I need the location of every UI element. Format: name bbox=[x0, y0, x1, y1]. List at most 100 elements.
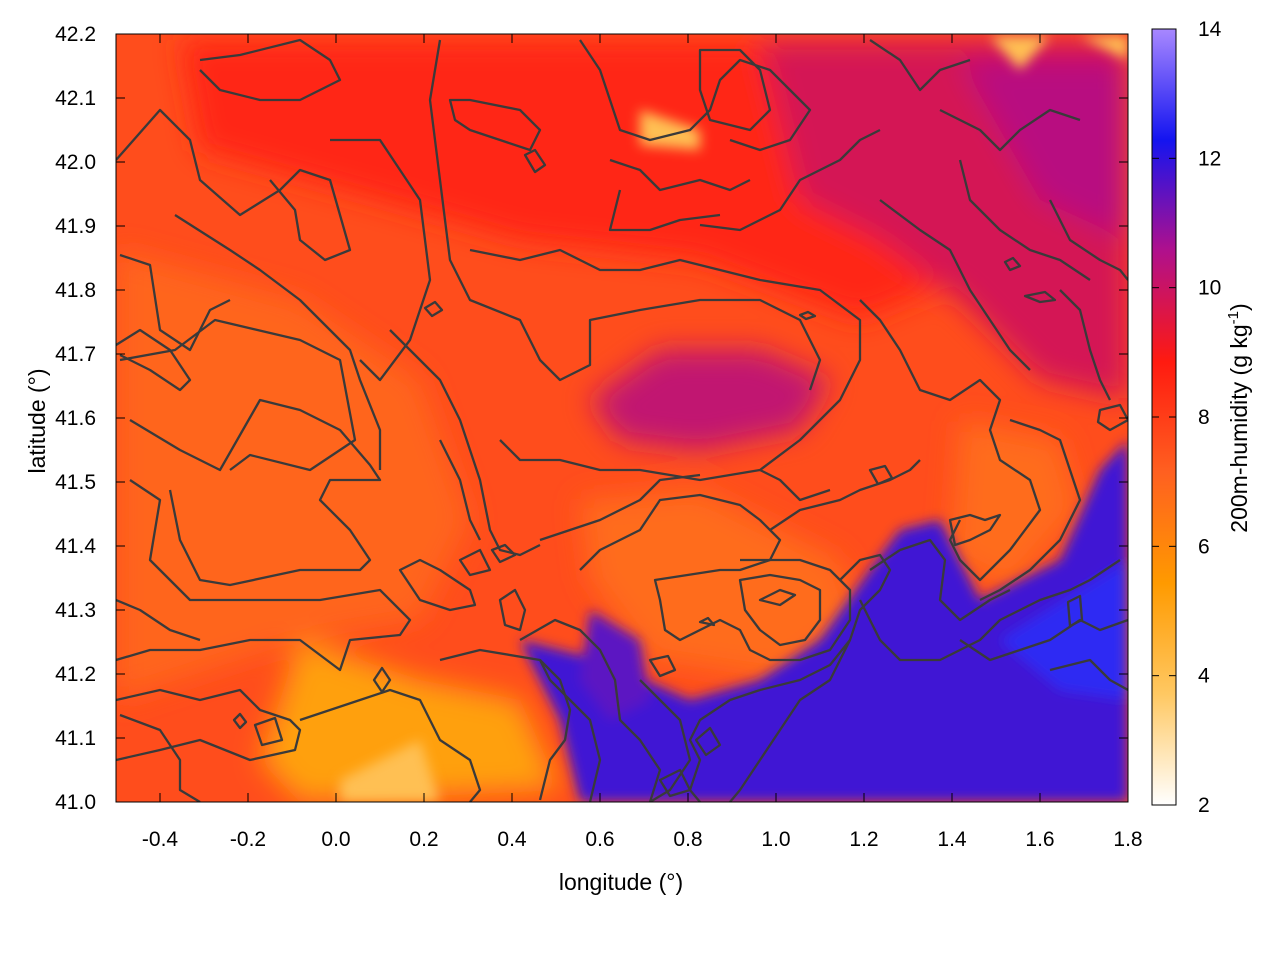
contour-line bbox=[438, 439, 482, 541]
contour-line bbox=[609, 158, 751, 192]
contour-line bbox=[116, 688, 302, 762]
contour-line bbox=[232, 712, 248, 730]
contour-line bbox=[608, 189, 721, 232]
y-tick-label: 41.0 bbox=[55, 791, 96, 814]
contour-line bbox=[469, 248, 862, 482]
contour-line bbox=[869, 39, 971, 92]
heatmap-region bbox=[640, 110, 700, 150]
contour-line bbox=[958, 159, 1091, 281]
y-tick-label: 42.0 bbox=[55, 151, 96, 174]
y-tick-label: 41.5 bbox=[55, 471, 96, 494]
x-tick-label: 1.8 bbox=[1113, 828, 1142, 851]
x-tick-label: 1.2 bbox=[849, 828, 878, 851]
x-tick-label: 1.4 bbox=[937, 828, 967, 851]
y-axis: 41.0 41.1 41.2 41.3 41.4 41.5 41.6 41.7 41.8 41.9… bbox=[55, 23, 1128, 814]
contour-lines bbox=[116, 38, 1128, 802]
contour-line bbox=[119, 253, 231, 352]
contour-line bbox=[538, 659, 602, 802]
contour-line bbox=[423, 300, 444, 318]
contour-line bbox=[858, 559, 1121, 662]
heatmap-region bbox=[590, 350, 830, 450]
contour-line bbox=[299, 688, 482, 802]
y-axis-label: latitude (°) bbox=[24, 368, 50, 473]
y-tick-label: 41.7 bbox=[55, 343, 96, 366]
contour-line bbox=[1003, 256, 1022, 272]
heatmap-region bbox=[116, 250, 470, 700]
x-tick-label: 0.8 bbox=[673, 828, 702, 851]
x-tick-label: 0.6 bbox=[585, 828, 614, 851]
heatmap-region bbox=[990, 36, 1050, 70]
contour-line bbox=[1048, 199, 1128, 281]
contour-line bbox=[694, 726, 722, 757]
contour-line bbox=[939, 108, 1081, 152]
contour-line bbox=[1023, 290, 1057, 304]
contour-line bbox=[490, 543, 517, 564]
contour-line bbox=[879, 199, 1031, 371]
x-tick-label: -0.2 bbox=[230, 828, 266, 851]
heatmap-region bbox=[580, 610, 650, 720]
contour-line bbox=[116, 328, 192, 392]
contour-line bbox=[738, 573, 822, 647]
colorbar-ticks: 2 4 6 8 10 12 14 bbox=[1152, 18, 1222, 817]
contour-line bbox=[372, 666, 392, 694]
y-tick-label: 41.6 bbox=[55, 407, 96, 430]
colorbar-tick-label: 10 bbox=[1198, 277, 1221, 300]
contour-line bbox=[389, 329, 541, 557]
colorbar-tick-label: 8 bbox=[1198, 406, 1210, 429]
heatmap-region bbox=[960, 60, 1128, 240]
colorbar-tick-label: 4 bbox=[1198, 665, 1210, 688]
contour-line bbox=[458, 548, 492, 577]
contour-line bbox=[519, 618, 662, 802]
contour-line bbox=[579, 493, 782, 571]
y-tick-label: 41.1 bbox=[55, 727, 96, 750]
contour-line bbox=[688, 553, 892, 802]
heatmap-field bbox=[116, 34, 1128, 802]
contour-line bbox=[398, 558, 477, 612]
colorbar-tick-label: 14 bbox=[1198, 18, 1222, 41]
contour-line bbox=[199, 38, 342, 102]
contour-line bbox=[119, 713, 201, 802]
contour-line bbox=[758, 588, 797, 607]
contour-line bbox=[119, 318, 357, 472]
contour-line bbox=[869, 538, 1011, 622]
contour-line bbox=[448, 98, 542, 152]
contour-line bbox=[699, 128, 881, 232]
contour-line bbox=[523, 148, 547, 174]
y-tick-label: 42.1 bbox=[55, 87, 96, 110]
contour-line bbox=[498, 588, 527, 632]
contour-line bbox=[959, 618, 1128, 662]
heatmap-region bbox=[1080, 36, 1128, 60]
contour-line bbox=[859, 299, 1042, 582]
contour-line bbox=[579, 39, 812, 152]
colorbar-tick-label: 2 bbox=[1198, 794, 1210, 817]
y-tick-label: 41.2 bbox=[55, 663, 96, 686]
contour-line bbox=[653, 558, 852, 662]
contour-line bbox=[1049, 658, 1128, 692]
colorbar-label-close: ) bbox=[1226, 303, 1252, 311]
contour-line bbox=[729, 639, 852, 802]
x-axis: -0.4 -0.2 0.0 0.2 0.4 0.6 0.8 1.0 1.2 1.4 1.6 1.8 bbox=[142, 34, 1143, 851]
contour-line bbox=[330, 138, 432, 382]
colorbar-tick-label: 12 bbox=[1198, 147, 1221, 170]
contour-line bbox=[798, 310, 817, 321]
contour-line bbox=[698, 48, 772, 132]
heatmap-region bbox=[580, 490, 860, 680]
contour-line bbox=[116, 479, 412, 672]
colorbar: 2 4 6 8 10 12 14 200m-humidity (g kg-1) bbox=[1151, 18, 1252, 817]
colorbar-label: 200m-humidity (g kg-1) bbox=[1225, 303, 1252, 532]
contour-line bbox=[1066, 594, 1084, 628]
x-tick-label: -0.4 bbox=[142, 828, 179, 851]
colorbar-label-text: 200m-humidity (g kg bbox=[1226, 324, 1252, 532]
x-tick-label: 1.6 bbox=[1025, 828, 1054, 851]
colorbar-tick-label: 6 bbox=[1198, 535, 1210, 558]
contour-line bbox=[648, 654, 677, 678]
contour-line bbox=[539, 473, 701, 542]
y-tick-label: 41.4 bbox=[55, 535, 96, 558]
contour-line bbox=[769, 459, 921, 531]
y-tick-label: 42.2 bbox=[55, 23, 96, 46]
x-tick-label: 0.0 bbox=[321, 828, 350, 851]
x-tick-label: 0.2 bbox=[409, 828, 438, 851]
contour-line bbox=[116, 108, 352, 262]
y-tick-label: 41.3 bbox=[55, 599, 96, 622]
